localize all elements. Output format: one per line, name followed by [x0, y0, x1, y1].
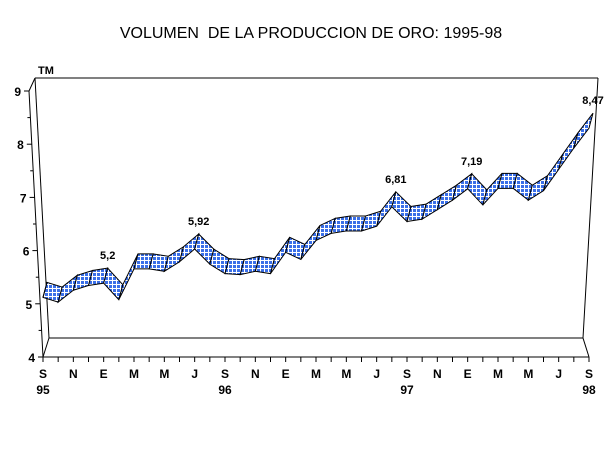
- ribbon-segment: [119, 254, 138, 300]
- x-month-label: J: [555, 367, 562, 381]
- x-month-label: J: [373, 367, 380, 381]
- data-label: 8,47: [582, 95, 603, 107]
- x-month-label: E: [100, 367, 108, 381]
- y-tick-label: 4: [28, 351, 35, 365]
- x-month-label: M: [129, 367, 139, 381]
- x-year-label: 98: [582, 383, 596, 397]
- x-month-label: M: [523, 367, 533, 381]
- data-label: 7,19: [461, 156, 482, 168]
- x-month-label: J: [191, 367, 198, 381]
- ribbon-segment: [559, 133, 578, 169]
- y-tick-label: 6: [23, 245, 30, 259]
- data-label: 5,92: [188, 216, 209, 228]
- y-tick-label: 7: [20, 191, 27, 205]
- y-tick-label: 9: [14, 85, 21, 99]
- y-tick-label: 8: [17, 138, 24, 152]
- series-ribbon: [43, 113, 593, 302]
- ribbon-segment: [301, 225, 320, 259]
- y-tick-label: 5: [26, 298, 33, 312]
- ribbon-segment: [271, 237, 290, 273]
- data-labels: 5,2 5,92 6,81 7,19 8,47: [100, 95, 604, 262]
- data-label: 6,81: [385, 174, 406, 186]
- x-year-label: 97: [400, 383, 414, 397]
- x-month-label: S: [221, 367, 229, 381]
- x-month-label: S: [39, 367, 47, 381]
- x-month-label: M: [159, 367, 169, 381]
- ribbon-segment: [574, 113, 593, 148]
- x-month-label: S: [585, 367, 593, 381]
- x-month-label: N: [251, 367, 260, 381]
- x-month-label: M: [341, 367, 351, 381]
- data-label: 5,2: [100, 250, 115, 262]
- chart-title: VOLUMEN DE LA PRODUCCION DE ORO: 1995-98: [120, 25, 502, 42]
- ribbon-segment: [544, 154, 563, 190]
- x-axis: S N E M M J S N E M M J S N E M M J S 95 96 97 98: [36, 357, 596, 397]
- x-year-label: 96: [218, 383, 232, 397]
- x-month-label: M: [493, 367, 503, 381]
- chart-frame: [29, 78, 598, 357]
- x-month-label: N: [69, 367, 78, 381]
- x-month-label: E: [282, 367, 290, 381]
- x-year-label: 95: [36, 383, 50, 397]
- x-month-label: S: [403, 367, 411, 381]
- ribbon-segment: [377, 192, 396, 226]
- y-axis-unit-label: TM: [38, 65, 54, 77]
- x-month-label: E: [464, 367, 472, 381]
- x-month-label: M: [311, 367, 321, 381]
- y-axis: 4 5 6 7 8 9: [14, 85, 43, 365]
- x-month-label: N: [433, 367, 442, 381]
